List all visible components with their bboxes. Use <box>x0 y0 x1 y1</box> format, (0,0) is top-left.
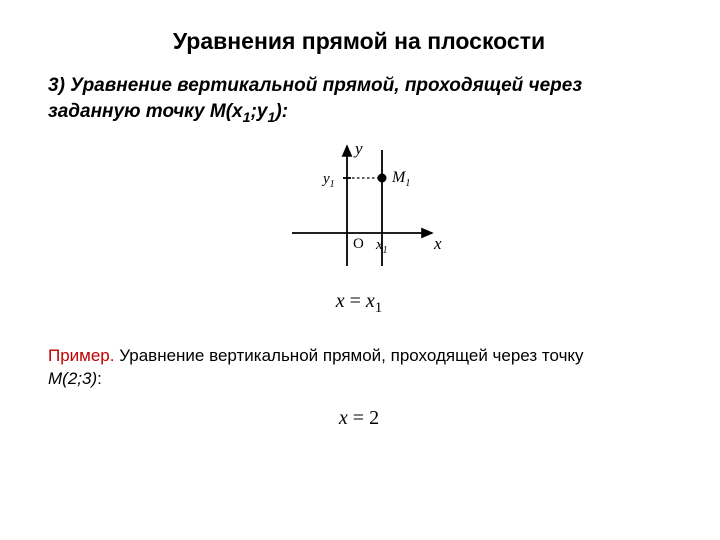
coordinate-diagram: xyOy1x1M1 <box>277 138 442 278</box>
svg-text:y: y <box>353 139 363 158</box>
example-text-after: : <box>97 369 102 388</box>
subtitle-point-letter: М(x <box>210 101 243 122</box>
example-formula: x = 2 <box>48 407 670 430</box>
subtitle-mid: ;y <box>251 101 268 122</box>
formula-lhs: x <box>336 290 345 312</box>
subtitle-prefix: 3) Уравнение вертикальной прямой, проход… <box>48 75 582 122</box>
svg-text:x: x <box>433 234 442 253</box>
ex-formula-eq: = <box>348 407 369 429</box>
axes-svg: xyOy1x1M1 <box>277 138 442 273</box>
subtitle-suffix: ): <box>275 101 288 122</box>
example-block: Пример. Уравнение вертикальной прямой, п… <box>48 345 670 391</box>
main-formula: x = x1 <box>48 290 670 317</box>
example-point: М(2;3) <box>48 369 97 388</box>
ex-formula-rhs: 2 <box>369 407 379 429</box>
section-subtitle: 3) Уравнение вертикальной прямой, проход… <box>48 73 670 128</box>
example-label: Пример. <box>48 346 115 365</box>
svg-text:y1: y1 <box>321 171 335 190</box>
example-text-before: Уравнение вертикальной прямой, проходяще… <box>115 346 584 365</box>
subtitle-sub1: 1 <box>243 109 251 125</box>
ex-formula-lhs: x <box>339 407 348 429</box>
formula-eq: = <box>345 290 366 312</box>
diagram-container: xyOy1x1M1 <box>48 138 670 278</box>
formula-rhs-sub: 1 <box>375 300 383 316</box>
page-title: Уравнения прямой на плоскости <box>48 28 670 55</box>
svg-text:M1: M1 <box>391 169 410 189</box>
formula-rhs-var: x <box>366 290 375 312</box>
svg-text:O: O <box>353 236 364 252</box>
